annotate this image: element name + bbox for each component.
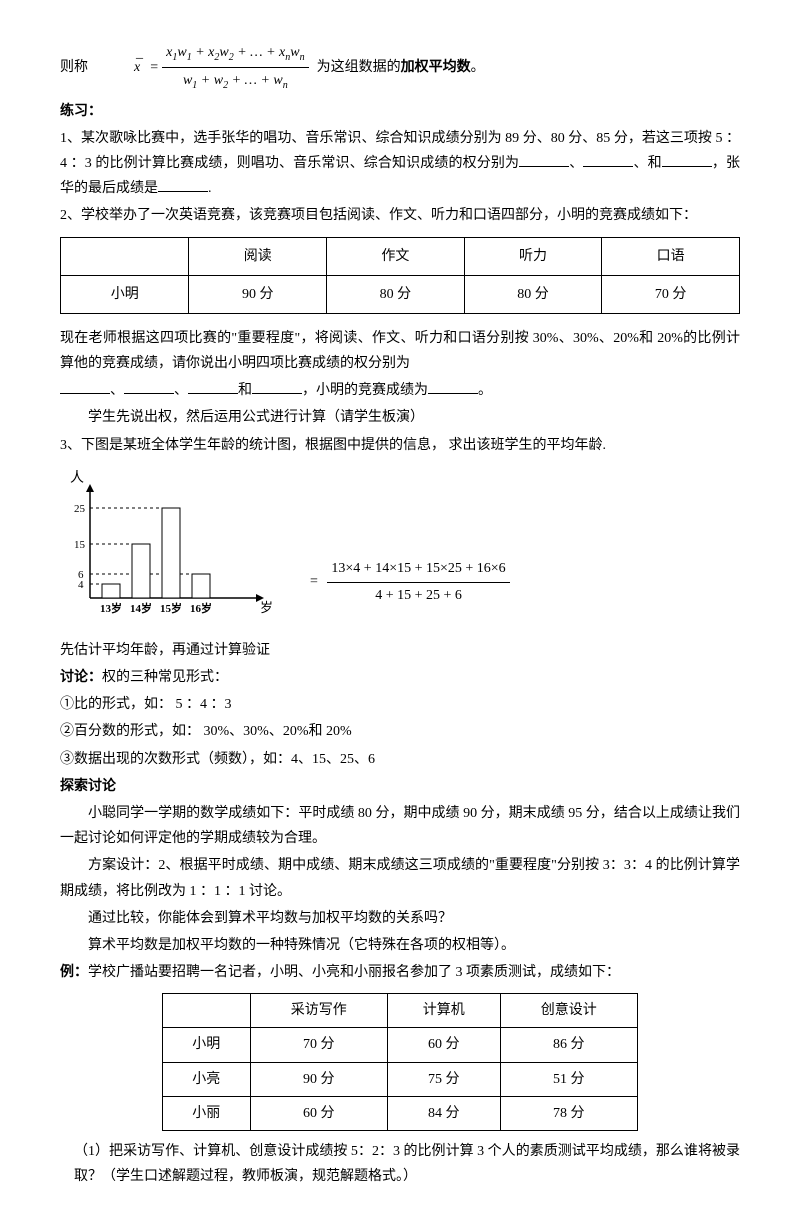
example-question: （1）把采访写作、计算机、创意设计成绩按 5：2：3 的比例计算 3 个人的素质… xyxy=(60,1139,740,1189)
table-cell: 小明 xyxy=(163,1028,251,1062)
blank xyxy=(124,379,174,394)
blank xyxy=(583,152,633,167)
discuss-title-line: 讨论：权的三种常见形式： xyxy=(60,665,740,690)
question-2-note: 学生先说出权，然后运用公式进行计算（请学生板演） xyxy=(60,405,740,430)
explore-p2: 方案设计：2、根据平时成绩、期中成绩、期末成绩这三项成绩的"重要程度"分别按 3… xyxy=(60,853,740,903)
table-row: 小亮 90 分 75 分 51 分 xyxy=(163,1062,638,1096)
table-cell: 86 分 xyxy=(500,1028,638,1062)
y-tick: 15 xyxy=(74,539,86,551)
question-3-intro: 3、下图是某班全体学生年龄的统计图，根据图中提供的信息， 求出该班学生的平均年龄… xyxy=(60,433,740,458)
x-tick: 16岁 xyxy=(190,601,212,615)
table-row: 小明 90 分 80 分 80 分 70 分 xyxy=(61,275,740,313)
discuss-item-2: ②百分数的形式，如： 30%、30%、20%和 20% xyxy=(60,719,740,744)
definition-line: 则称 x = x1w1 + x2w2 + … + xnwn w1 + w2 + … xyxy=(60,40,740,95)
weighted-mean-fraction: x1w1 + x2w2 + … + xnwn w1 + w2 + … + wn xyxy=(162,40,308,95)
prefix-text: 则称 xyxy=(60,55,88,80)
table-header: 创意设计 xyxy=(500,994,638,1028)
practice-title: 练习： xyxy=(60,99,740,124)
x-tick: 15岁 xyxy=(160,601,182,615)
table-cell: 小亮 xyxy=(163,1062,251,1096)
table-cell: 90 分 xyxy=(189,275,327,313)
table-header: 口语 xyxy=(602,237,740,275)
table-cell: 80 分 xyxy=(327,275,465,313)
table-header-row: 采访写作 计算机 创意设计 xyxy=(163,994,638,1028)
question-1: 1、某次歌咏比赛中，选手张华的唱功、音乐常识、综合知识成绩分别为 89 分、80… xyxy=(60,126,740,202)
blank xyxy=(519,152,569,167)
table-header: 作文 xyxy=(327,237,465,275)
explore-p4: 算术平均数是加权平均数的一种特殊情况（它特殊在各项的权相等）。 xyxy=(60,933,740,958)
table-row: 小明 70 分 60 分 86 分 xyxy=(163,1028,638,1062)
bar-13 xyxy=(102,584,120,598)
discuss-item-1: ①比的形式，如： 5 ：4 ：3 xyxy=(60,692,740,717)
question-2-intro: 2、学校举办了一次英语竞赛，该竞赛项目包括阅读、作文、听力和口语四部分，小明的竞… xyxy=(60,203,740,228)
q2-score-table: 阅读 作文 听力 口语 小明 90 分 80 分 80 分 70 分 xyxy=(60,237,740,314)
table-cell: 80 分 xyxy=(464,275,602,313)
question-2-blanks: 、、和，小明的竞赛成绩为。 xyxy=(60,378,740,403)
table-cell: 70 分 xyxy=(250,1028,388,1062)
table-cell: 60 分 xyxy=(250,1096,388,1130)
table-header xyxy=(163,994,251,1028)
q3-formula: = 13×4 + 14×15 + 15×25 + 16×6 4 + 15 + 2… xyxy=(310,556,510,627)
table-cell: 70 分 xyxy=(602,275,740,313)
suffix-text: 为这组数据的加权平均数。 xyxy=(317,55,485,80)
xbar-symbol: x xyxy=(134,55,140,80)
bar-16 xyxy=(192,574,210,598)
question-2-body: 现在老师根据这四项比赛的"重要程度"，将阅读、作文、听力和口语分别按 30%、3… xyxy=(60,326,740,376)
blank xyxy=(662,152,712,167)
table-header: 听力 xyxy=(464,237,602,275)
table-cell: 84 分 xyxy=(388,1096,501,1130)
table-cell: 78 分 xyxy=(500,1096,638,1130)
blank xyxy=(158,177,208,192)
equals: = xyxy=(150,55,158,80)
table-header: 计算机 xyxy=(388,994,501,1028)
example-score-table: 采访写作 计算机 创意设计 小明 70 分 60 分 86 分 小亮 90 分 … xyxy=(162,993,638,1131)
q3-fraction: 13×4 + 14×15 + 15×25 + 16×6 4 + 15 + 25 … xyxy=(327,556,509,607)
x-tick: 13岁 xyxy=(100,601,122,615)
q3-note: 先估计平均年龄，再通过计算验证 xyxy=(60,638,740,663)
bar-15 xyxy=(162,508,180,598)
age-bar-chart: 人 4 6 15 25 13岁 14岁 15岁 16岁 岁 xyxy=(60,468,280,628)
table-cell: 小明 xyxy=(61,275,189,313)
y-tick: 25 xyxy=(74,503,86,515)
table-cell: 51 分 xyxy=(500,1062,638,1096)
x-axis-label: 岁 xyxy=(260,600,273,615)
blank xyxy=(60,379,110,394)
chart-and-formula-row: 人 4 6 15 25 13岁 14岁 15岁 16岁 岁 = 13×4 + 1… xyxy=(60,468,740,628)
blank xyxy=(188,379,238,394)
explore-title: 探索讨论 xyxy=(60,774,740,799)
x-tick: 14岁 xyxy=(130,601,152,615)
fraction-den: w1 + w2 + … + wn xyxy=(162,68,308,95)
table-row: 小丽 60 分 84 分 78 分 xyxy=(163,1096,638,1130)
table-header-row: 阅读 作文 听力 口语 xyxy=(61,237,740,275)
explore-p1: 小聪同学一学期的数学成绩如下：平时成绩 80 分，期中成绩 90 分，期末成绩 … xyxy=(60,801,740,851)
table-cell: 90 分 xyxy=(250,1062,388,1096)
table-header: 阅读 xyxy=(189,237,327,275)
y-axis-arrow xyxy=(86,484,94,492)
y-tick: 6 xyxy=(78,569,84,581)
discuss-item-3: ③数据出现的次数形式（频数），如：4、15、25、6 xyxy=(60,747,740,772)
y-axis-label: 人 xyxy=(70,470,84,486)
explore-p3: 通过比较，你能体会到算术平均数与加权平均数的关系吗？ xyxy=(60,906,740,931)
table-header xyxy=(61,237,189,275)
table-cell: 60 分 xyxy=(388,1028,501,1062)
fraction-num: x1w1 + x2w2 + … + xnwn xyxy=(162,40,308,68)
table-cell: 75 分 xyxy=(388,1062,501,1096)
blank xyxy=(428,379,478,394)
example-title-line: 例：学校广播站要招聘一名记者，小明、小亮和小丽报名参加了 3 项素质测试，成绩如… xyxy=(60,960,740,985)
blank xyxy=(252,379,302,394)
table-cell: 小丽 xyxy=(163,1096,251,1130)
bar-14 xyxy=(132,544,150,598)
table-header: 采访写作 xyxy=(250,994,388,1028)
